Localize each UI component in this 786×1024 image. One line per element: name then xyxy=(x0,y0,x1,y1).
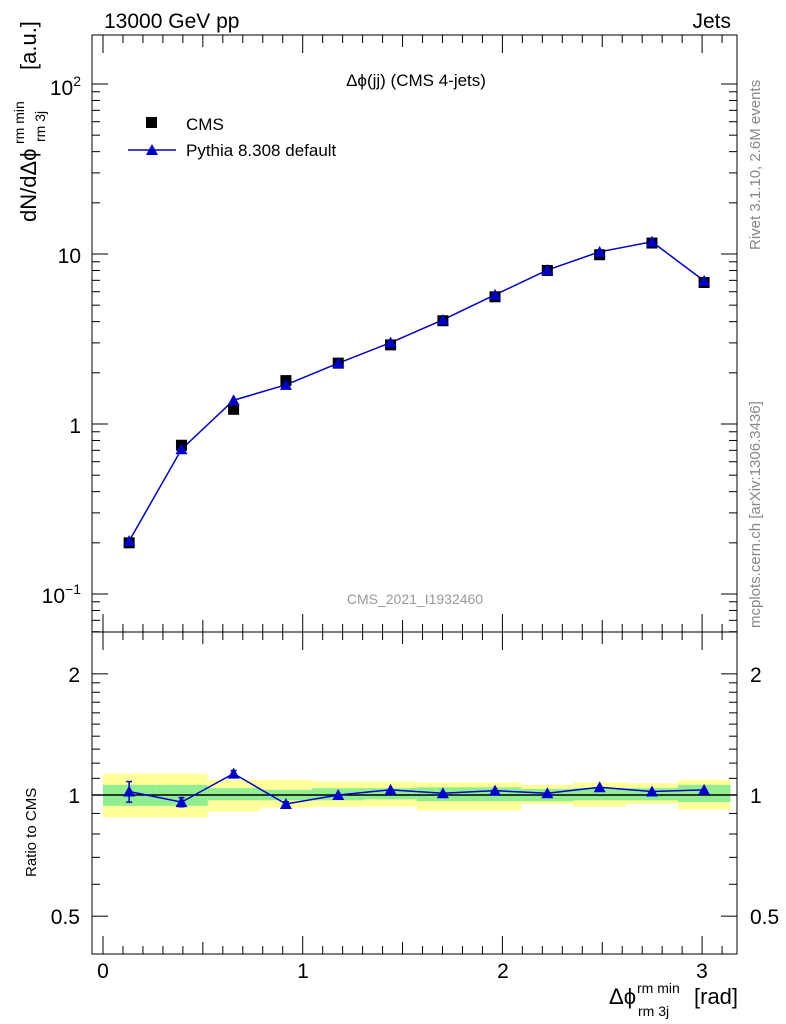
pythia-data-point xyxy=(698,274,711,286)
header-energy-label: 13000 GeV pp xyxy=(104,10,239,33)
ratio-data-point xyxy=(698,783,711,795)
y-axis-title-unit: [a.u.] xyxy=(16,21,41,70)
x-axis-title-main: Δϕ xyxy=(609,984,636,1009)
ratio-y-ticks xyxy=(92,673,737,917)
ratio-series xyxy=(123,767,711,809)
ratio-tick-label-1-left: 1 xyxy=(68,785,80,808)
x-tick-labels: 0 1 2 3 xyxy=(97,960,708,983)
ratio-data-point xyxy=(645,785,658,797)
ratio-stat-band xyxy=(207,788,260,801)
x-axis-title-unit: [rad] xyxy=(694,984,738,1009)
y-tick-label-100: 102 xyxy=(50,73,81,100)
y-tick-label-0.1: 10−1 xyxy=(42,581,82,608)
ratio-data-point xyxy=(384,783,397,795)
main-series xyxy=(123,235,711,549)
ratio-plot-frame xyxy=(91,631,738,955)
x-ticks xyxy=(102,35,723,954)
ratio-data-point xyxy=(593,781,606,793)
y-axis-title: dN/dΔϕ rm min rm 3j [a.u.] xyxy=(11,21,48,222)
x-axis-title-sup: rm min xyxy=(637,980,680,996)
main-y-tick-labels: 102 10 1 10−1 xyxy=(42,73,82,608)
ratio-data-point xyxy=(123,785,136,797)
pythia-data-point xyxy=(593,245,606,257)
ratio-y-axis-title: Ratio to CMS xyxy=(23,788,40,877)
pythia-data-point xyxy=(384,336,397,348)
legend-pythia-marker xyxy=(146,144,158,155)
pythia-data-point xyxy=(332,357,345,369)
y-axis-title-sub: rm 3j xyxy=(32,111,48,142)
plot-title: Δϕ(jj) (CMS 4-jets) xyxy=(346,71,486,90)
ratio-tick-label-0.5-left: 0.5 xyxy=(51,906,80,929)
mcplots-label: mcplots.cern.ch [arXiv:1306.3436] xyxy=(747,401,764,628)
ratio-data-point xyxy=(227,767,240,779)
x-tick-label-0: 0 xyxy=(97,960,109,983)
analysis-watermark: CMS_2021_I1932460 xyxy=(347,591,483,607)
legend: CMS Pythia 8.308 default xyxy=(128,115,337,160)
pythia-data-point xyxy=(175,443,188,455)
ratio-data-point xyxy=(436,787,449,799)
x-tick-label-1: 1 xyxy=(297,960,309,983)
legend-cms-marker xyxy=(146,117,157,128)
pythia-data-point xyxy=(123,535,136,547)
ratio-tick-label-2-right: 2 xyxy=(750,664,762,687)
ratio-data-point xyxy=(489,784,502,796)
legend-pythia-label: Pythia 8.308 default xyxy=(186,141,337,160)
pythia-data-point xyxy=(436,313,449,325)
x-tick-label-3: 3 xyxy=(696,960,708,983)
ratio-data-point xyxy=(332,789,345,800)
pythia-data-point xyxy=(541,264,554,276)
x-tick-label-2: 2 xyxy=(497,960,509,983)
pythia-data-point xyxy=(279,378,292,390)
y-axis-title-sup: rm min xyxy=(11,101,27,144)
rivet-version-label: Rivet 3.1.10, 2.6M events xyxy=(747,80,764,250)
ratio-data-point xyxy=(541,787,554,799)
legend-cms-label: CMS xyxy=(186,115,224,134)
y-tick-label-1: 1 xyxy=(69,415,81,438)
pythia-data-point xyxy=(645,235,658,247)
cms-data-point xyxy=(228,403,240,415)
y-tick-label-10: 10 xyxy=(58,245,81,268)
y-axis-title-main: dN/dΔϕ xyxy=(16,149,41,223)
ratio-data-point xyxy=(279,797,292,809)
ratio-data-point xyxy=(175,796,188,808)
x-axis-title-sub: rm 3j xyxy=(638,1003,669,1019)
header-process-label: Jets xyxy=(692,10,731,33)
ratio-tick-label-1-right: 1 xyxy=(750,785,762,808)
ratio-stat-band xyxy=(573,788,626,801)
pythia-data-point xyxy=(227,394,240,406)
x-axis-title: Δϕ rm min rm 3j [rad] xyxy=(609,980,738,1019)
ratio-tick-label-2-left: 2 xyxy=(68,664,80,687)
ratio-tick-label-0.5-right: 0.5 xyxy=(750,906,779,929)
pythia-data-point xyxy=(489,288,502,300)
pythia-line xyxy=(128,240,705,542)
ratio-y-tick-labels: 2 1 0.5 2 1 0.5 xyxy=(51,664,779,929)
ratio-pythia-line xyxy=(129,772,705,805)
main-y-ticks xyxy=(92,83,737,633)
